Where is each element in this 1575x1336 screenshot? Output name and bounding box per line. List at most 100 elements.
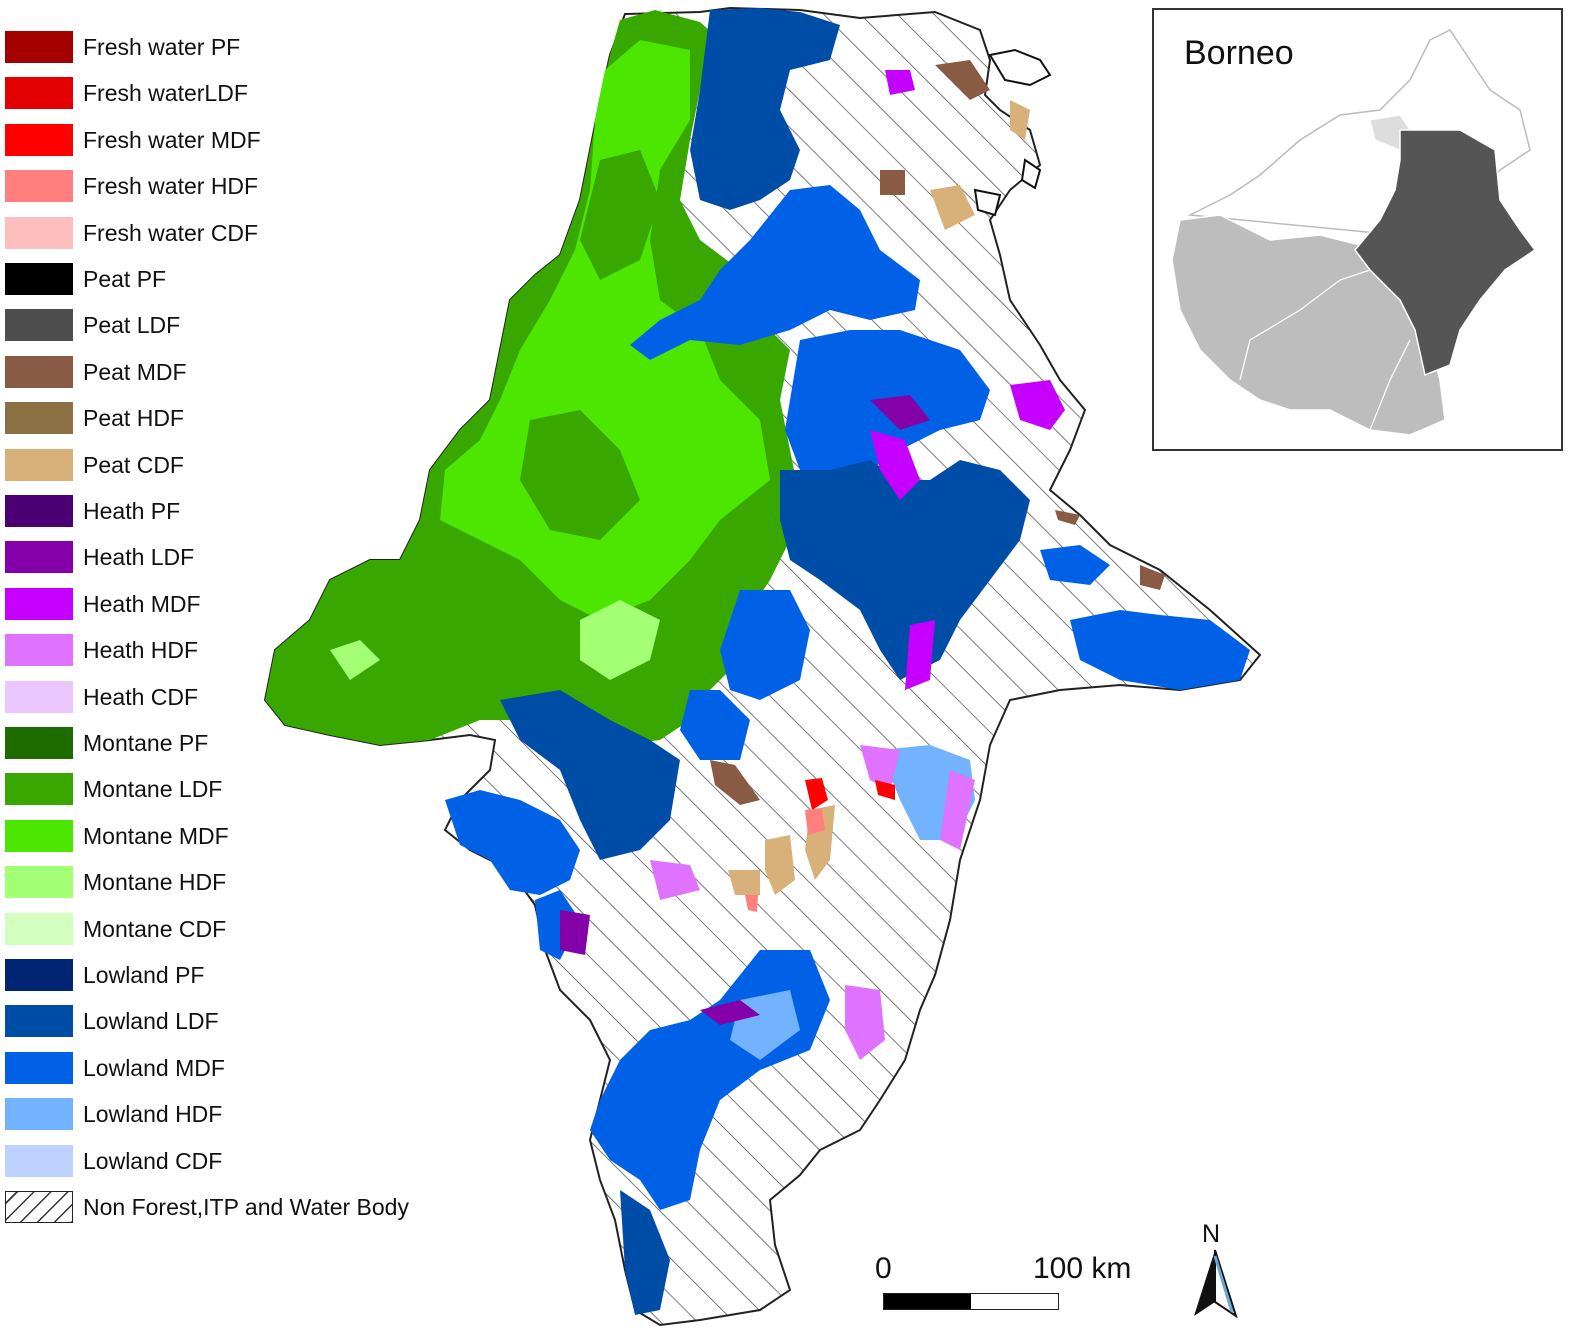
inset-map: Borneo	[1152, 8, 1563, 451]
legend-swatch	[5, 1145, 73, 1177]
legend-label: Peat LDF	[83, 311, 181, 338]
legend-swatch	[5, 495, 73, 527]
legend-item: Fresh water HDF	[5, 169, 258, 203]
heath-hdf-zone	[940, 770, 975, 850]
lowland-mdf-zone	[630, 185, 920, 360]
scale-start-label: 0	[875, 1252, 892, 1285]
legend-item: Lowland LDF	[5, 1004, 219, 1038]
legend-swatch	[5, 1005, 73, 1037]
legend-label: Heath LDF	[83, 543, 195, 570]
fresh-water-hdf-zone	[745, 895, 758, 912]
heath-hdf-zone	[860, 745, 900, 790]
legend-label: Heath MDF	[83, 590, 201, 617]
main-map	[263, 6, 1262, 1327]
legend-swatch	[5, 77, 73, 109]
coastal-island	[988, 48, 1052, 87]
legend-swatch	[5, 31, 73, 63]
legend-item: Non Forest,ITP and Water Body	[5, 1190, 409, 1224]
legend-item: Lowland HDF	[5, 1097, 222, 1131]
inset-title: Borneo	[1184, 34, 1294, 72]
legend-label: Heath CDF	[83, 683, 199, 710]
heath-hdf-zone	[650, 860, 700, 900]
lowland-ldf-zone	[500, 690, 680, 860]
heath-ldf-zone	[870, 395, 930, 430]
legend-swatch	[5, 541, 73, 573]
legend-item: Peat HDF	[5, 401, 184, 435]
north-arrow: N	[1188, 1218, 1242, 1320]
scale-bar: 0 100 km	[875, 1250, 1145, 1320]
north-label: N	[1202, 1220, 1221, 1248]
lowland-mdf-zone	[680, 690, 750, 760]
legend-swatch	[5, 356, 73, 388]
legend-swatch	[5, 959, 73, 991]
peat-cdf-zone	[930, 185, 975, 230]
legend-label: Montane CDF	[83, 915, 227, 942]
legend-item: Lowland CDF	[5, 1144, 222, 1178]
scale-segment-black	[884, 1294, 971, 1309]
legend-label: Non Forest,ITP and Water Body	[83, 1193, 409, 1220]
lowland-mdf-zone	[1070, 610, 1250, 690]
legend-item: Heath CDF	[5, 680, 198, 714]
legend-swatch	[5, 1191, 73, 1223]
legend-item: Peat PF	[5, 262, 166, 296]
legend-label: Peat HDF	[83, 404, 184, 431]
legend-item: Montane PF	[5, 726, 208, 760]
legend-swatch	[5, 866, 73, 898]
legend-item: Heath PF	[5, 494, 180, 528]
legend-item: Montane MDF	[5, 819, 229, 853]
legend-label: Lowland HDF	[83, 1100, 223, 1127]
legend-item: Lowland PF	[5, 958, 204, 992]
legend-label: Lowland LDF	[83, 1007, 219, 1034]
peat-cdf-zone	[728, 870, 760, 895]
legend-swatch	[5, 309, 73, 341]
legend-swatch	[5, 1098, 73, 1130]
legend-item: Montane HDF	[5, 865, 226, 899]
peat-mdf-zone	[710, 760, 760, 805]
montane-hdf-zone	[330, 640, 380, 680]
legend-label: Lowland PF	[83, 961, 205, 988]
legend-swatch	[5, 217, 73, 249]
legend-label: Lowland CDF	[83, 1147, 223, 1174]
legend-swatch	[5, 124, 73, 156]
legend-item: Heath MDF	[5, 587, 201, 621]
scale-bar-graphic	[883, 1293, 1059, 1310]
legend-item: Heath HDF	[5, 633, 198, 667]
heath-mdf-zone	[870, 430, 920, 500]
legend-label: Fresh water HDF	[83, 172, 259, 199]
legend-label: Peat CDF	[83, 451, 184, 478]
montane-ldf-zone	[520, 410, 640, 540]
legend-swatch	[5, 913, 73, 945]
peat-mdf-zone	[1055, 510, 1080, 525]
peat-mdf-zone	[880, 170, 905, 195]
north-arrow-icon	[1194, 1249, 1238, 1318]
legend-swatch	[5, 681, 73, 713]
inset-highlight-region	[1354, 129, 1537, 377]
legend-item: Peat MDF	[5, 355, 187, 389]
lowland-mdf-zone	[445, 790, 580, 895]
legend-swatch	[5, 820, 73, 852]
peat-mdf-zone	[935, 60, 990, 100]
legend-item: Lowland MDF	[5, 1051, 225, 1085]
legend-swatch	[5, 588, 73, 620]
lowland-ldf-zone	[780, 460, 1030, 680]
legend-item: Montane CDF	[5, 912, 226, 946]
legend-item: Fresh water CDF	[5, 216, 258, 250]
legend-label: Peat MDF	[83, 358, 187, 385]
legend-swatch	[5, 263, 73, 295]
lowland-ldf-zone	[620, 1190, 670, 1315]
legend-label: Peat PF	[83, 265, 167, 292]
fresh-water-mdf-zone	[875, 780, 895, 800]
lowland-mdf-zone	[1040, 545, 1110, 585]
scale-segment-white	[971, 1294, 1058, 1309]
legend-item: Peat CDF	[5, 448, 184, 482]
legend-item: Montane LDF	[5, 772, 222, 806]
peat-mdf-zone	[1140, 565, 1165, 590]
heath-mdf-zone	[905, 620, 935, 690]
legend-label: Fresh waterLDF	[83, 79, 248, 106]
legend-item: Peat LDF	[5, 308, 180, 342]
coastal-island	[1020, 158, 1042, 190]
peat-cdf-zone	[1010, 100, 1030, 140]
legend-label: Montane MDF	[83, 822, 229, 849]
legend-label: Fresh water CDF	[83, 219, 259, 246]
scale-end-label: 100 km	[1033, 1252, 1132, 1285]
